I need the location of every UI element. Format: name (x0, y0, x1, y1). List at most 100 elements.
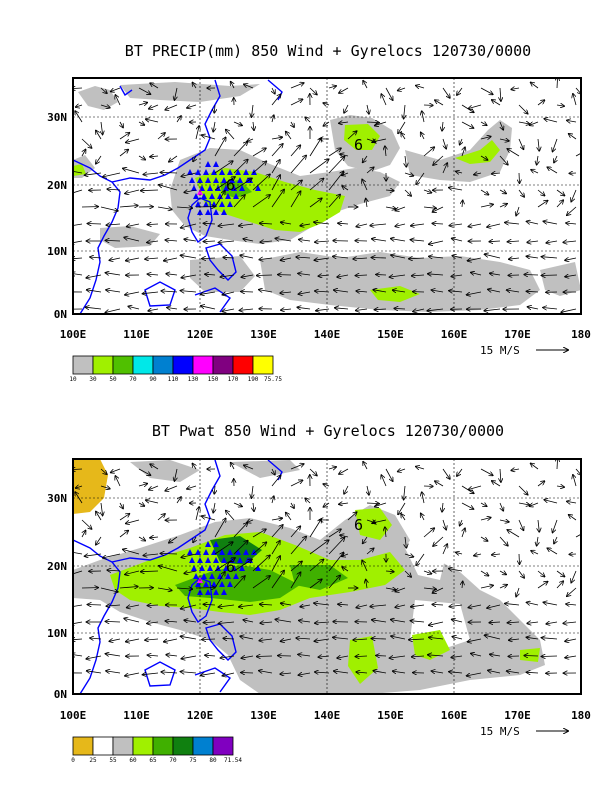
colorbar-label: 60 (129, 757, 137, 764)
wind-vector (138, 503, 144, 506)
wind-vector (87, 290, 102, 292)
colorbar-swatch (92, 355, 114, 375)
wind-vector (201, 306, 216, 310)
wind-vector (260, 241, 273, 242)
wind-vector (272, 87, 275, 94)
wind-vector (244, 84, 254, 89)
wind-vector (86, 307, 102, 309)
wind-vector (469, 485, 482, 490)
gyre-triangle (203, 549, 209, 555)
gyre-triangle (207, 565, 213, 571)
wind-vector (157, 133, 165, 140)
reference-vector-label: 15 M/S (480, 725, 520, 738)
wind-vector (569, 134, 577, 140)
wind-vector (563, 241, 577, 242)
wind-vector (518, 485, 528, 495)
wind-vector (120, 502, 123, 509)
wind-vector (145, 258, 159, 259)
gyre-triangle (195, 169, 201, 175)
wind-vector (222, 673, 235, 676)
wind-vector (547, 167, 558, 174)
wind-vector (395, 206, 406, 211)
wind-vector (138, 87, 151, 94)
wind-vector (519, 172, 520, 183)
gyre-triangle (239, 565, 245, 571)
wind-vector (556, 570, 565, 577)
wind-vector (290, 191, 301, 208)
wind-vector (531, 170, 539, 173)
wind-vector (272, 115, 274, 123)
colorbar-swatch (132, 355, 154, 375)
wind-vector (109, 639, 121, 641)
wind-vector (115, 95, 121, 106)
wind-vector (375, 121, 387, 126)
wind-vector (296, 257, 311, 258)
gyre-triangle (199, 185, 205, 191)
wind-vector (119, 150, 128, 157)
wind-vector (90, 257, 102, 258)
wind-vector (233, 559, 252, 572)
wind-vector (146, 119, 159, 123)
wind-vector (467, 672, 482, 676)
wind-vector (526, 637, 539, 639)
wind-vector (181, 274, 197, 278)
wind-vector (385, 87, 393, 100)
wind-vector (309, 560, 324, 572)
wind-vector (309, 198, 322, 208)
wind-vector (372, 620, 387, 622)
wind-vector (275, 238, 292, 241)
wind-vector (370, 224, 387, 226)
wind-vector (148, 655, 159, 656)
wind-vector (239, 309, 254, 310)
wind-vector (398, 88, 406, 91)
colorbar-label: 55 (109, 757, 117, 764)
wind-vector (252, 529, 266, 538)
wind-vector (571, 189, 577, 202)
wind-vector (442, 468, 450, 479)
wind-vector (449, 605, 463, 607)
wind-vector (328, 529, 341, 538)
colorbar-swatch (232, 355, 254, 375)
wind-vector (328, 172, 344, 191)
wind-vector (451, 275, 463, 277)
wind-vector (111, 468, 121, 473)
wind-vector (569, 515, 577, 521)
wind-vector (423, 528, 434, 538)
wind-vector (243, 620, 254, 622)
wind-vector (290, 464, 304, 470)
wind-vector (507, 149, 520, 157)
wind-vector (530, 503, 539, 506)
wind-vector (233, 121, 242, 126)
wind-vector (90, 638, 102, 639)
wind-vector (556, 105, 564, 106)
wind-vector (314, 603, 330, 605)
wind-vector (488, 670, 501, 673)
wind-vector (290, 480, 303, 487)
wind-vector (442, 87, 450, 98)
wind-vector (184, 239, 197, 241)
wind-vector (376, 656, 387, 657)
wind-vector (485, 254, 501, 259)
wind-vector (338, 223, 349, 224)
wind-vector (480, 518, 491, 521)
wind-vector (300, 605, 311, 607)
wind-vector (499, 571, 506, 575)
colorbar-label: 110 (168, 376, 179, 383)
wind-vector (161, 672, 178, 673)
gyre-triangle (231, 565, 237, 571)
wind-vector (442, 544, 447, 555)
wind-vector (106, 290, 121, 292)
wind-vector (553, 519, 558, 533)
wind-vector (480, 155, 488, 160)
wind-vector (205, 274, 216, 275)
wind-vector (101, 502, 103, 516)
wind-vector (271, 475, 281, 487)
wind-vector (298, 292, 311, 294)
wind-vector (290, 561, 302, 572)
gyre-triangle (209, 193, 215, 199)
wind-vector (393, 671, 406, 673)
wind-vector (290, 145, 300, 157)
gyre-triangle (203, 201, 209, 207)
gyre-triangle (205, 209, 211, 215)
wind-vector (305, 498, 311, 504)
